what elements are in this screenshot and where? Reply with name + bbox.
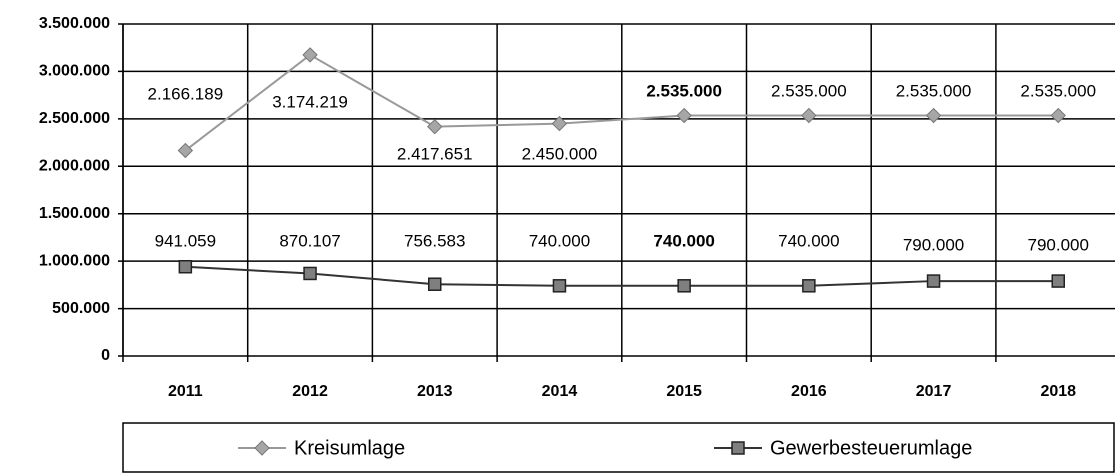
series-line (184, 53, 1059, 152)
x-tick-label: 2013 (417, 383, 453, 400)
y-tick-label: 0 (101, 347, 110, 364)
x-tick-label: 2016 (791, 383, 827, 400)
square-marker (303, 266, 317, 281)
x-tick-label: 2017 (916, 383, 952, 400)
data-label: 870.107 (279, 231, 340, 250)
y-tick-label: 3.500.000 (39, 15, 110, 32)
data-label: 3.174.219 (272, 92, 348, 111)
data-label: 2.450.000 (522, 144, 598, 163)
x-tick-label: 2012 (292, 383, 328, 400)
square-marker (552, 279, 567, 293)
y-tick-label: 2.000.000 (39, 158, 110, 175)
y-tick-label: 3.000.000 (39, 63, 110, 80)
data-label: 2.417.651 (397, 144, 473, 163)
x-tick-label: 2014 (542, 383, 578, 400)
y-tick-label: 1.500.000 (39, 205, 110, 222)
x-tick-label: 2018 (1040, 383, 1076, 400)
diamond-marker (1050, 107, 1066, 124)
data-label: 740.000 (653, 231, 714, 250)
square-marker (428, 277, 442, 291)
legend-marker (731, 441, 745, 455)
data-label: 2.535.000 (1020, 81, 1096, 100)
data-label: 941.059 (155, 231, 216, 250)
diamond-marker (676, 107, 692, 124)
data-label: 740.000 (529, 231, 590, 250)
y-tick-label: 2.500.000 (39, 110, 110, 127)
data-label: 2.535.000 (771, 81, 847, 100)
legend-marker (254, 440, 270, 456)
data-label: 756.583 (404, 231, 465, 250)
square-marker (926, 274, 941, 288)
series-line (185, 265, 1059, 287)
square-marker (802, 279, 816, 293)
diamond-marker (177, 142, 194, 159)
y-tick-label: 500.000 (52, 300, 110, 317)
diamond-marker (925, 107, 942, 124)
data-label: 2.535.000 (646, 81, 722, 100)
square-marker (677, 279, 691, 293)
y-tick-label: 1.000.000 (39, 252, 110, 269)
data-label: 2.166.189 (148, 84, 224, 103)
diamond-marker (427, 118, 443, 135)
legend-label: Gewerbesteuerumlage (770, 437, 972, 459)
square-marker (1051, 274, 1065, 288)
data-label: 790.000 (1028, 235, 1089, 254)
data-label: 740.000 (778, 231, 839, 250)
data-label: 2.535.000 (896, 81, 972, 100)
diamond-marker (801, 107, 817, 124)
x-tick-label: 2011 (168, 383, 203, 400)
legend-box (122, 422, 1115, 473)
x-tick-label: 2015 (666, 383, 702, 400)
diamond-marker (551, 115, 568, 132)
legend-label: Kreisumlage (294, 437, 405, 459)
diamond-marker (302, 47, 318, 63)
square-marker (178, 259, 193, 274)
data-label: 790.000 (903, 235, 964, 254)
